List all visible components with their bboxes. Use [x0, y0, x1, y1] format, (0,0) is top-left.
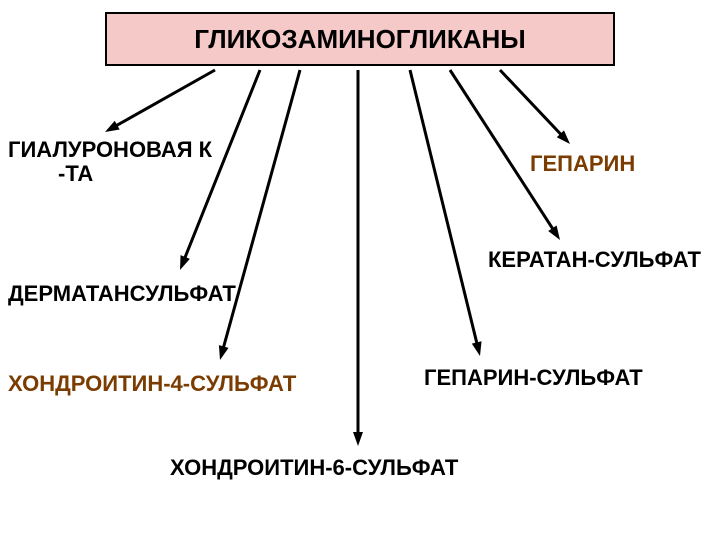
- label-hyaluronic: ГИАЛУРОНОВАЯ К -ТА: [8, 138, 212, 186]
- label-hyaluronic-line2: -ТА: [8, 162, 93, 186]
- label-heparin-sulfate: ГЕПАРИН-СУЛЬФАТ: [424, 366, 643, 390]
- arrow-heparinsulfate: [410, 70, 477, 344]
- label-hyaluronic-line1: ГИАЛУРОНОВАЯ К: [8, 137, 212, 162]
- arrow-heparinsulfate-head: [472, 341, 482, 356]
- diagram-canvas: ГЛИКОЗАМИНОГЛИКАНЫ ГИАЛУРОНОВАЯ К -ТА ГЕ…: [0, 0, 720, 540]
- title-text: ГЛИКОЗАМИНОГЛИКАНЫ: [194, 24, 525, 54]
- label-keratan-text: КЕРАТАН-СУЛЬФАТ: [488, 247, 701, 272]
- label-keratan: КЕРАТАН-СУЛЬФАТ: [488, 248, 701, 272]
- label-chondroitin6: ХОНДРОИТИН-6-СУЛЬФАТ: [170, 456, 458, 480]
- arrow-keratan-head: [548, 226, 560, 240]
- arrow-heparin-head: [557, 130, 570, 144]
- title-box: ГЛИКОЗАМИНОГЛИКАНЫ: [105, 12, 615, 66]
- arrow-chondroitin6-head: [353, 432, 363, 446]
- arrow-hyaluronic: [116, 70, 215, 126]
- label-dermatan: ДЕРМАТАНСУЛЬФАТ: [8, 282, 236, 306]
- arrow-heparin: [500, 70, 561, 135]
- label-chondroitin4-text: ХОНДРОИТИН-4-СУЛЬФАТ: [8, 371, 296, 396]
- label-dermatan-text: ДЕРМАТАНСУЛЬФАТ: [8, 281, 236, 306]
- arrow-keratan: [450, 70, 553, 229]
- arrow-chondroitin4-head: [219, 345, 229, 360]
- arrow-dermatan-head: [180, 255, 190, 270]
- arrow-hyaluronic-head: [105, 121, 120, 132]
- label-chondroitin4: ХОНДРОИТИН-4-СУЛЬФАТ: [8, 372, 296, 396]
- label-heparin-text: ГЕПАРИН: [530, 151, 635, 176]
- label-heparin: ГЕПАРИН: [530, 152, 635, 176]
- label-chondroitin6-text: ХОНДРОИТИН-6-СУЛЬФАТ: [170, 455, 458, 480]
- label-heparin-sulfate-text: ГЕПАРИН-СУЛЬФАТ: [424, 365, 643, 390]
